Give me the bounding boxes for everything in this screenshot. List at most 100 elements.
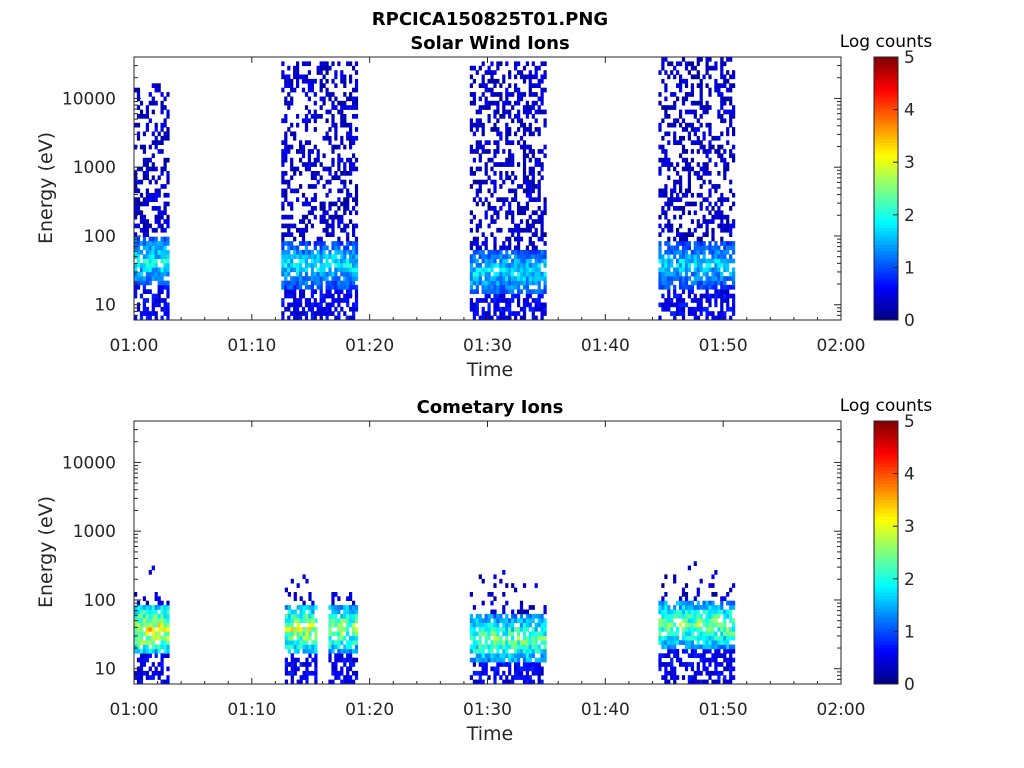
heatmap-cell xyxy=(487,223,491,229)
heatmap-cell xyxy=(705,206,709,211)
heatmap-cell xyxy=(481,662,485,667)
heatmap-cell xyxy=(160,184,164,189)
heatmap-cell xyxy=(154,206,158,211)
heatmap-cell xyxy=(311,609,315,615)
heatmap-cell xyxy=(696,306,700,312)
heatmap-cell xyxy=(690,74,694,80)
heatmap-cell xyxy=(679,267,683,273)
heatmap-cell xyxy=(313,254,317,259)
heatmap-cell xyxy=(684,92,689,97)
heatmap-cell xyxy=(676,613,680,619)
heatmap-cell xyxy=(720,57,724,62)
heatmap-cell xyxy=(534,622,538,628)
heatmap-cell xyxy=(690,679,694,685)
heatmap-cell xyxy=(349,679,353,685)
heatmap-cell xyxy=(472,315,476,321)
heatmap-cell xyxy=(296,622,300,628)
heatmap-cell xyxy=(670,271,674,277)
y-tick-label: 10000 xyxy=(62,453,116,473)
heatmap-cell xyxy=(145,298,149,303)
heatmap-cell xyxy=(343,114,347,119)
heatmap-cell xyxy=(349,219,353,224)
heatmap-cell xyxy=(670,249,674,255)
heatmap-cell xyxy=(475,302,479,308)
heatmap-cell xyxy=(714,254,718,259)
heatmap-cell xyxy=(702,600,706,606)
heatmap-cell xyxy=(720,65,724,71)
heatmap-cell xyxy=(679,206,683,211)
heatmap-cell xyxy=(346,605,350,610)
heatmap-cell xyxy=(157,267,161,273)
heatmap-cell xyxy=(514,236,518,242)
heatmap-cell xyxy=(160,241,164,246)
heatmap-cell xyxy=(726,78,730,84)
heatmap-cell xyxy=(136,670,141,676)
heatmap-cell xyxy=(328,267,332,273)
heatmap-cell xyxy=(163,679,167,685)
colorbar-swatch xyxy=(874,631,898,636)
heatmap-cell xyxy=(166,267,170,273)
heatmap-cell xyxy=(702,293,706,299)
heatmap-cell xyxy=(478,122,482,128)
heatmap-cell xyxy=(299,315,303,321)
colorbar-swatch xyxy=(874,76,898,81)
heatmap-cell xyxy=(517,298,521,303)
heatmap-cell xyxy=(726,197,730,202)
heatmap-cell xyxy=(313,171,317,176)
heatmap-cell xyxy=(287,613,291,619)
heatmap-cell xyxy=(528,679,532,685)
heatmap-cell xyxy=(472,662,476,667)
heatmap-cell xyxy=(661,149,665,154)
heatmap-cell xyxy=(490,61,494,67)
heatmap-cell xyxy=(487,175,491,181)
heatmap-cell xyxy=(493,657,497,663)
heatmap-cell xyxy=(726,96,730,102)
heatmap-cell xyxy=(281,179,285,185)
heatmap-cell xyxy=(667,166,671,172)
heatmap-cell xyxy=(699,144,703,150)
heatmap-cell xyxy=(157,206,161,211)
heatmap-cell xyxy=(699,114,703,119)
heatmap-cell xyxy=(145,109,149,115)
heatmap-cell xyxy=(496,648,500,654)
heatmap-cell xyxy=(540,149,544,154)
heatmap-cell xyxy=(340,135,344,141)
heatmap-cell xyxy=(142,263,146,268)
heatmap-cell xyxy=(311,670,315,676)
heatmap-cell xyxy=(337,289,341,294)
heatmap-cell xyxy=(284,249,288,255)
heatmap-cell xyxy=(299,232,303,237)
heatmap-cell xyxy=(301,289,306,294)
heatmap-cell xyxy=(337,61,341,67)
heatmap-cell xyxy=(508,284,512,290)
heatmap-cell xyxy=(287,144,291,150)
heatmap-cell xyxy=(148,666,152,672)
heatmap-cell xyxy=(354,188,359,194)
heatmap-cell xyxy=(475,127,479,132)
heatmap-cell xyxy=(136,613,141,619)
heatmap-cell xyxy=(508,131,512,137)
heatmap-cell xyxy=(469,284,473,290)
heatmap-cell xyxy=(352,249,356,255)
heatmap-cell xyxy=(720,631,724,637)
heatmap-cell xyxy=(160,679,164,685)
heatmap-cell xyxy=(484,670,488,676)
heatmap-cell xyxy=(699,245,703,251)
heatmap-cell xyxy=(349,241,353,246)
heatmap-cell xyxy=(469,613,473,619)
heatmap-cell xyxy=(142,201,146,207)
heatmap-cell xyxy=(537,171,541,176)
heatmap-cell xyxy=(670,188,674,194)
heatmap-cell xyxy=(543,306,547,312)
heatmap-cell xyxy=(676,171,680,176)
heatmap-cell xyxy=(667,670,671,676)
heatmap-cell xyxy=(349,605,353,610)
heatmap-cell xyxy=(349,171,353,176)
heatmap-cell xyxy=(664,192,668,198)
heatmap-cell xyxy=(313,78,317,84)
heatmap-cell xyxy=(281,206,285,211)
heatmap-cell xyxy=(299,609,303,615)
heatmap-cell xyxy=(493,210,497,216)
heatmap-cell xyxy=(139,679,144,685)
colorbar-label: Log counts xyxy=(840,32,933,52)
